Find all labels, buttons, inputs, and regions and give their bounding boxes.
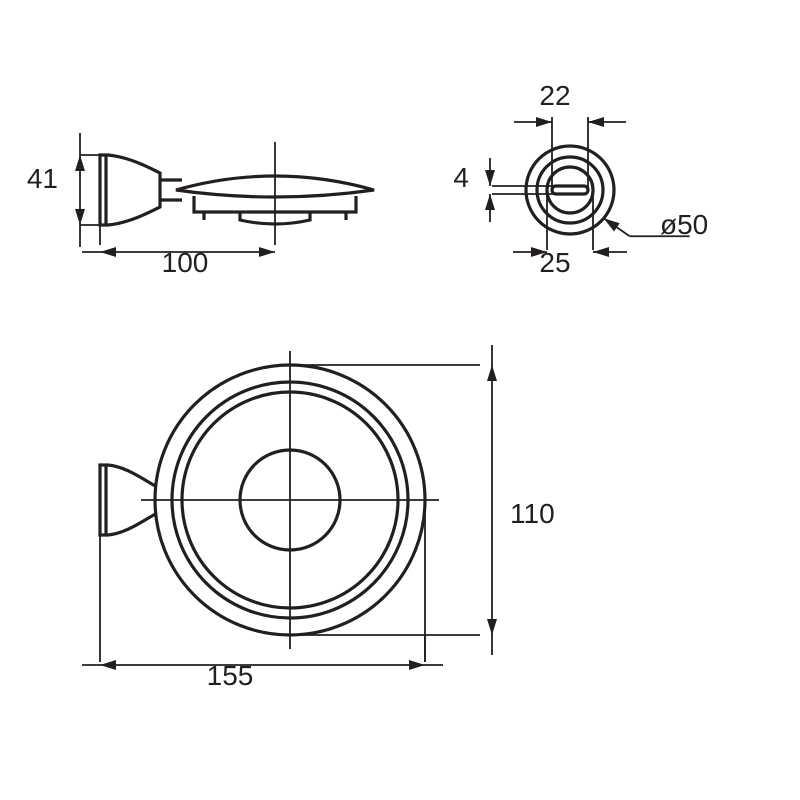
dim-22: 22 bbox=[539, 80, 570, 111]
dim-100: 100 bbox=[162, 247, 209, 278]
dim-41: 41 bbox=[27, 163, 58, 194]
dim-25: 25 bbox=[539, 247, 570, 278]
dim-4: 4 bbox=[453, 162, 469, 193]
dim-155: 155 bbox=[207, 660, 254, 691]
dim-dia50: ø50 bbox=[660, 209, 708, 240]
dim-110: 110 bbox=[510, 498, 555, 529]
